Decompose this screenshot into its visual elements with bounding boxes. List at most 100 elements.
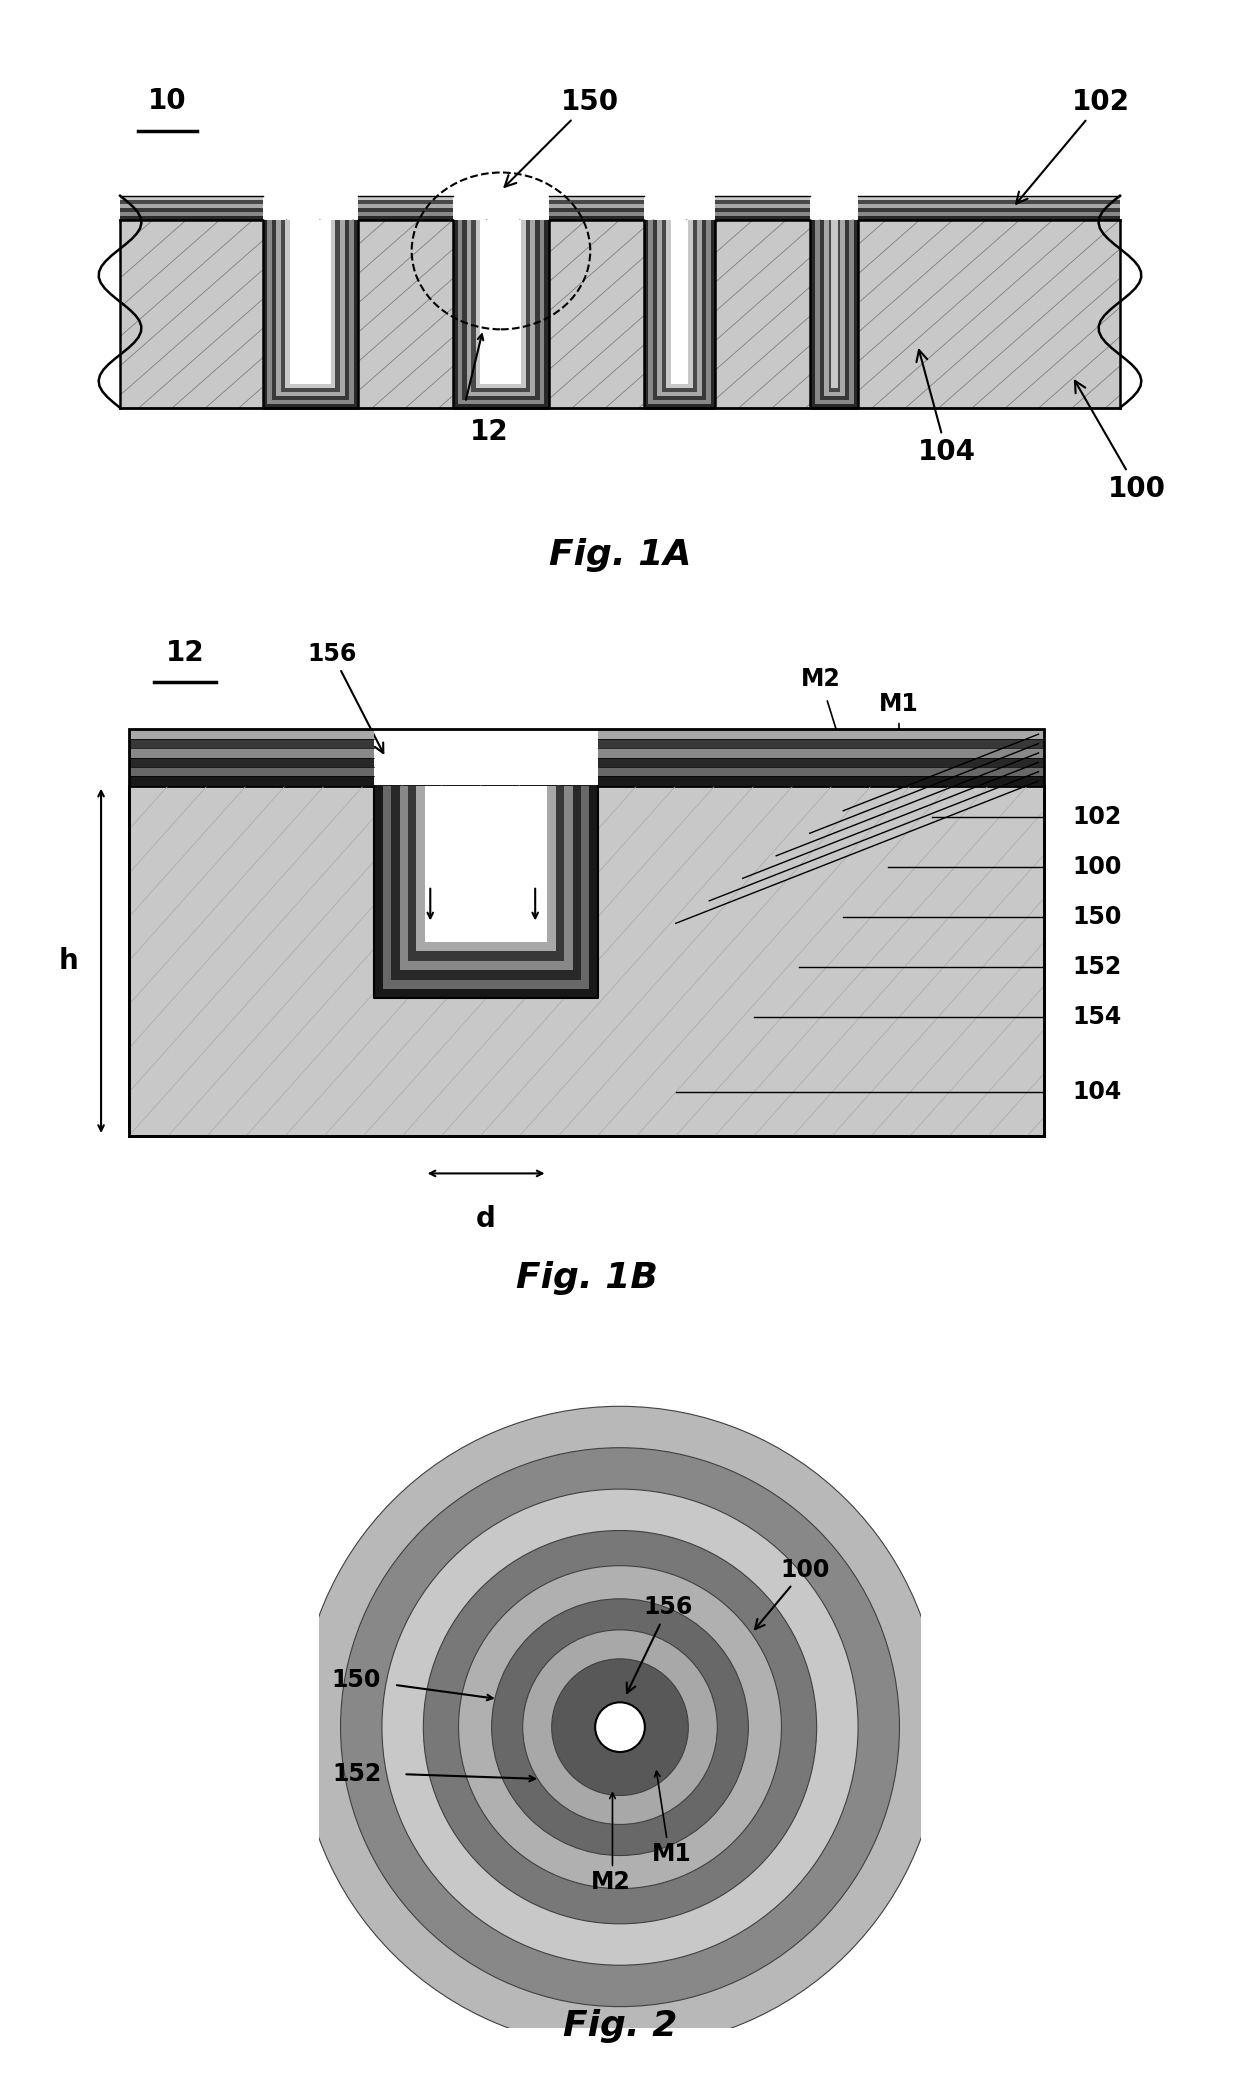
Bar xyxy=(129,749,374,757)
Bar xyxy=(120,197,263,199)
Bar xyxy=(340,220,345,395)
Text: 154: 154 xyxy=(1071,1006,1121,1029)
Bar xyxy=(858,197,1120,199)
Text: 12: 12 xyxy=(165,638,205,667)
Text: 156: 156 xyxy=(626,1595,693,1694)
Text: A: A xyxy=(526,843,544,868)
Bar xyxy=(285,220,336,389)
Bar xyxy=(589,786,598,997)
Bar xyxy=(539,220,544,404)
Bar xyxy=(268,220,272,404)
Bar xyxy=(548,203,644,207)
Bar xyxy=(649,220,652,404)
Bar xyxy=(268,399,353,404)
Bar xyxy=(715,199,811,203)
Bar xyxy=(649,220,711,404)
Bar xyxy=(548,215,644,220)
Bar xyxy=(564,786,573,970)
Bar xyxy=(828,389,839,391)
Bar xyxy=(383,979,589,989)
Bar xyxy=(358,199,454,203)
Bar xyxy=(285,220,290,389)
Text: 104: 104 xyxy=(916,349,976,466)
Bar xyxy=(833,385,836,389)
Text: M1: M1 xyxy=(652,1842,692,1865)
Bar xyxy=(839,220,844,395)
Bar xyxy=(644,220,649,408)
Bar xyxy=(424,786,548,943)
Bar xyxy=(285,385,336,389)
Bar xyxy=(129,776,374,786)
Bar xyxy=(548,199,644,203)
Circle shape xyxy=(552,1658,688,1796)
Bar xyxy=(417,943,556,951)
Bar xyxy=(399,962,573,970)
Bar xyxy=(671,220,688,385)
Bar xyxy=(358,207,454,211)
Bar xyxy=(263,404,358,408)
Bar xyxy=(666,220,671,389)
Bar xyxy=(853,220,858,408)
Text: 150: 150 xyxy=(505,88,619,186)
Text: Fig. 1A: Fig. 1A xyxy=(549,537,691,573)
Bar xyxy=(580,786,589,989)
Bar xyxy=(858,215,1120,220)
Bar xyxy=(463,220,467,399)
Bar xyxy=(476,220,526,389)
Bar xyxy=(702,220,707,399)
Bar xyxy=(392,786,399,979)
Bar xyxy=(825,220,828,395)
Bar xyxy=(471,220,476,391)
Bar xyxy=(277,220,281,395)
Bar xyxy=(374,786,383,997)
Bar xyxy=(129,767,374,776)
Bar xyxy=(467,391,534,395)
Bar xyxy=(849,220,853,404)
Bar xyxy=(345,220,350,399)
Text: 100: 100 xyxy=(1071,855,1121,878)
Bar xyxy=(693,220,697,391)
Bar xyxy=(858,207,1120,211)
Bar xyxy=(408,786,417,962)
Bar xyxy=(815,220,820,404)
Bar xyxy=(820,220,849,399)
Bar xyxy=(290,220,331,385)
Bar xyxy=(820,220,825,399)
Text: 104: 104 xyxy=(1071,1081,1121,1104)
Text: 102: 102 xyxy=(1016,88,1131,203)
Bar xyxy=(120,207,263,211)
Bar xyxy=(350,220,353,404)
Text: 100: 100 xyxy=(1075,381,1166,502)
Bar xyxy=(556,786,564,962)
Bar xyxy=(277,391,345,395)
Bar xyxy=(129,738,374,749)
Bar xyxy=(811,404,858,408)
Bar xyxy=(649,399,711,404)
Text: M2: M2 xyxy=(590,1871,630,1894)
Circle shape xyxy=(382,1489,858,1966)
Bar xyxy=(458,220,463,404)
Bar xyxy=(454,220,548,408)
Bar xyxy=(358,211,454,215)
Text: 102: 102 xyxy=(1071,805,1121,828)
Bar xyxy=(657,220,702,395)
Bar xyxy=(548,786,556,951)
Bar xyxy=(657,391,702,395)
Bar xyxy=(820,395,849,399)
Bar xyxy=(129,730,374,738)
Bar xyxy=(544,220,548,408)
Text: 10: 10 xyxy=(149,88,187,115)
Bar xyxy=(413,1520,827,1934)
Bar xyxy=(833,220,837,389)
Bar xyxy=(358,203,454,207)
Bar xyxy=(697,220,702,395)
Bar xyxy=(281,389,340,391)
Bar xyxy=(129,757,374,767)
Bar xyxy=(815,220,853,404)
Bar xyxy=(828,220,839,391)
Bar xyxy=(598,757,1044,767)
Bar xyxy=(358,215,454,220)
Text: Fig. 2: Fig. 2 xyxy=(563,2009,677,2043)
Circle shape xyxy=(459,1566,781,1888)
Text: 12: 12 xyxy=(470,418,508,445)
